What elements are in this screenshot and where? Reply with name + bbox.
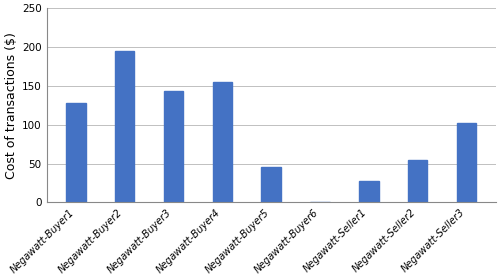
Bar [66,103,86,202]
Bar [457,123,476,202]
Bar [115,51,134,202]
Bar [408,160,428,202]
Bar [262,167,281,202]
Bar [164,91,184,202]
Y-axis label: Cost of transactions ($): Cost of transactions ($) [4,32,18,179]
Bar [212,82,232,202]
Bar [359,181,378,202]
